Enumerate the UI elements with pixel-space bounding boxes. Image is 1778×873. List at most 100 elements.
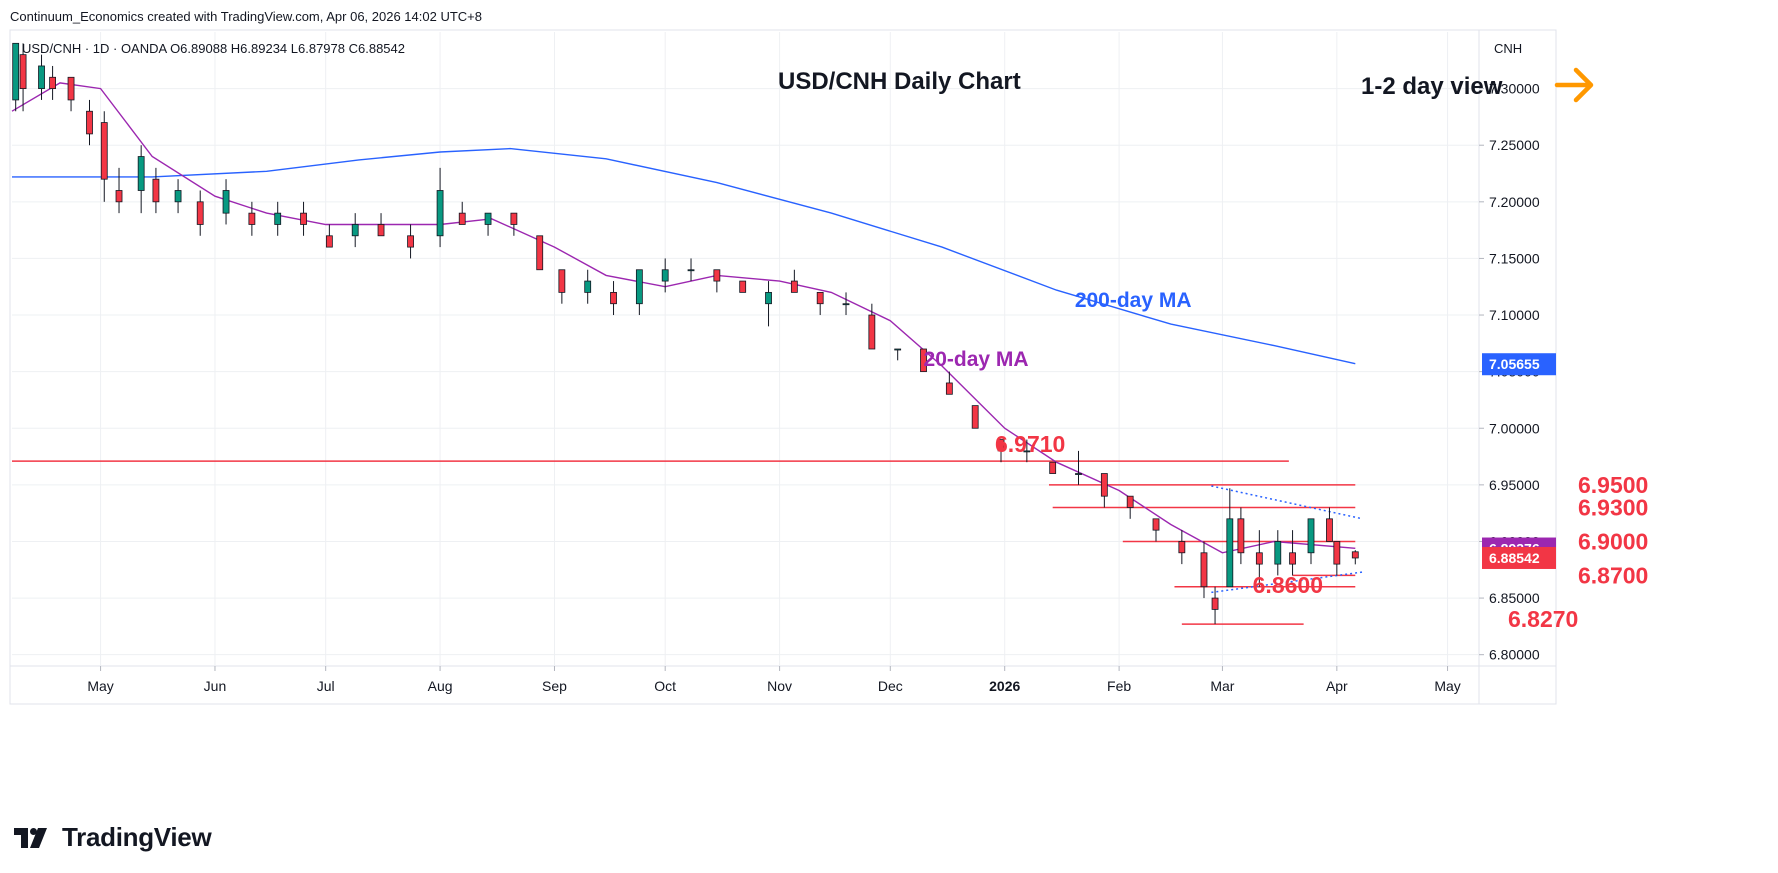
candle-down	[115, 167, 123, 214]
price-tag-bg	[1482, 353, 1556, 376]
candle-down	[713, 269, 721, 293]
level-label-6.9300: 6.9300	[1578, 495, 1648, 521]
candle-up	[1023, 439, 1031, 463]
candle-body	[152, 178, 160, 203]
candle-down	[945, 371, 953, 395]
candle-body	[1351, 551, 1359, 559]
candle-down	[100, 111, 108, 202]
level-label-6.8270: 6.8270	[1508, 606, 1578, 632]
candle-down	[1100, 473, 1108, 508]
price-tick-label: 6.80000	[1489, 647, 1540, 663]
candle-up	[351, 213, 359, 248]
time-tick-label: Mar	[1210, 678, 1234, 694]
candle-body	[300, 212, 307, 225]
price-tick-label: 7.30000	[1489, 81, 1540, 97]
candle-up	[484, 212, 492, 236]
candle-body	[971, 405, 979, 429]
candle-body	[351, 224, 359, 237]
candle-body	[377, 224, 385, 237]
tradingview-logo-icon	[14, 827, 47, 848]
arrow-head	[1573, 67, 1594, 103]
candle-up	[222, 179, 230, 225]
candle-body	[274, 212, 282, 225]
candle-down	[920, 348, 927, 373]
candle-up	[1307, 518, 1315, 565]
symbol-info: USD/CNH · 1D · OANDA O6.89088 H6.89234 L…	[22, 41, 405, 56]
price-tag-label: 6.88542	[1489, 550, 1540, 566]
candle-body	[1049, 461, 1057, 474]
level-label-6.9000: 6.9000	[1578, 528, 1648, 554]
candle-up	[137, 145, 145, 214]
price-tag-label: 7.05655	[1489, 356, 1540, 372]
candle-body	[1023, 450, 1031, 453]
candle-body	[1333, 541, 1341, 565]
candle-body	[1307, 518, 1315, 554]
candle-down	[1333, 541, 1341, 576]
candle-down	[1211, 586, 1219, 625]
candle-down	[1152, 518, 1160, 542]
right-arrow-icon	[1554, 67, 1594, 103]
candle-down	[510, 212, 518, 236]
candle-down	[325, 224, 333, 248]
candle-down	[1351, 550, 1359, 565]
candle-down	[196, 190, 204, 236]
price-tick-label: 7.25000	[1489, 137, 1540, 153]
candle-down	[458, 201, 466, 225]
candle-up	[687, 258, 695, 282]
candle-body	[484, 212, 492, 225]
candle-body	[407, 235, 414, 248]
price-tag-last: 6.88542	[1482, 546, 1556, 569]
candle-body	[816, 291, 824, 305]
candle-body	[86, 110, 93, 135]
level-layer	[12, 460, 1363, 625]
candle-body	[558, 269, 566, 293]
ma-layer	[11, 82, 1356, 554]
candle-body	[196, 201, 204, 225]
candle-body	[38, 65, 45, 90]
candle-down	[1255, 530, 1263, 587]
chart-title: USD/CNH Daily Chart	[778, 68, 1021, 95]
candle-body	[661, 269, 669, 282]
ma20-line	[11, 82, 1356, 554]
candle-up	[584, 269, 592, 304]
view-label: 1-2 day view	[1361, 73, 1503, 100]
candle-body	[997, 439, 1005, 452]
candle-body	[174, 190, 182, 203]
tradingview-brand[interactable]: TradingView	[14, 822, 212, 853]
price-tick-label: 6.85000	[1489, 590, 1540, 606]
grid-layer	[9, 29, 1557, 705]
candle-down	[790, 269, 798, 293]
candle-down	[997, 439, 1005, 463]
candle-body	[100, 122, 108, 180]
candle-down	[19, 43, 27, 112]
candle-down	[1126, 495, 1134, 519]
brand-name: TradingView	[62, 822, 212, 852]
candle-up	[1226, 488, 1234, 588]
candle-body	[842, 303, 850, 306]
candle-up	[274, 201, 282, 236]
candle-body	[325, 235, 333, 248]
candle-down	[1237, 507, 1245, 565]
candle-body	[765, 291, 772, 305]
candle-body	[1211, 597, 1219, 610]
candle-up	[12, 42, 20, 112]
candle-down	[1049, 461, 1057, 474]
candle-body	[1274, 541, 1282, 565]
level-label-6.9500: 6.9500	[1578, 472, 1648, 498]
candle-down	[152, 167, 160, 214]
candle-body	[920, 348, 927, 373]
candle-down	[816, 291, 824, 316]
candle-body	[510, 212, 518, 225]
candle-body	[1289, 552, 1296, 565]
trendline-lower	[1211, 571, 1363, 594]
candle-body	[713, 269, 721, 282]
axis-layer: 7.300007.250007.200007.150007.100007.050…	[87, 41, 1556, 694]
level-label-6.8700: 6.8700	[1578, 562, 1648, 588]
candle-down	[1200, 541, 1208, 599]
candle-body	[687, 269, 695, 272]
price-tick-label: 7.15000	[1489, 250, 1540, 266]
candle-body	[739, 280, 747, 293]
candle-down	[248, 201, 256, 236]
